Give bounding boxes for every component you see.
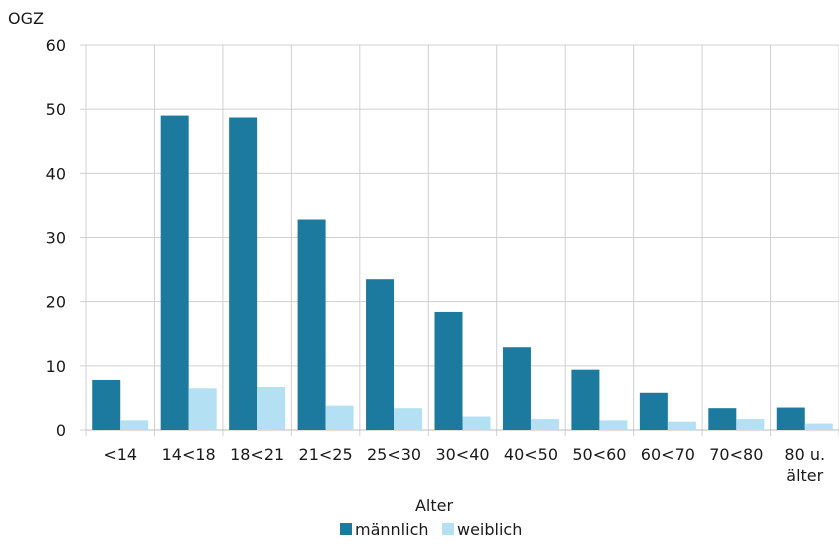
bar-weiblich (667, 421, 696, 430)
y-tick-label: 10 (46, 357, 66, 376)
x-tick-label: 60<70 (641, 445, 695, 464)
bar-weiblich (804, 423, 833, 430)
y-tick-label: 50 (46, 100, 66, 119)
bar-maennlich (708, 408, 737, 430)
y-tick-label: 60 (46, 36, 66, 55)
y-tick-label: 0 (56, 421, 66, 440)
x-axis-label: Alter (415, 496, 454, 515)
bar-weiblich (462, 416, 491, 430)
bar-maennlich (297, 219, 326, 430)
bar-maennlich (366, 279, 395, 430)
legend: männlich weiblich (340, 520, 522, 539)
legend-label: männlich (355, 520, 429, 539)
y-tick-label: 30 (46, 229, 66, 248)
bar-maennlich (229, 117, 258, 430)
bar-maennlich (160, 115, 189, 430)
x-tick-label: 14<18 (162, 445, 216, 464)
bar-maennlich (639, 392, 668, 430)
bar-weiblich (599, 420, 628, 430)
bar-weiblich (736, 419, 765, 430)
x-tick-label: 50<60 (572, 445, 626, 464)
x-tick-label: 30<40 (435, 445, 489, 464)
x-tick-label: 21<25 (299, 445, 353, 464)
legend-swatch (442, 523, 454, 535)
bar-weiblich (188, 388, 217, 430)
bar-weiblich (120, 420, 149, 430)
x-tick-label: <14 (103, 445, 137, 464)
bars (92, 115, 833, 430)
x-tick-label: 70<80 (709, 445, 763, 464)
y-tick-label: 40 (46, 164, 66, 183)
bar-maennlich (502, 347, 531, 430)
x-axis-ticks: <14 14<18 18<21 21<25 25<30 30<40 40<50 50<60 60… (103, 445, 825, 485)
x-tick-label: 40<50 (504, 445, 558, 464)
gridlines (80, 44, 839, 436)
bar-maennlich (776, 407, 805, 430)
x-tick-label: 80 u. (784, 445, 825, 464)
x-tick-label: 25<30 (367, 445, 421, 464)
y-axis-label: OGZ (8, 9, 44, 28)
y-axis-ticks: 0 10 20 30 40 50 60 (46, 36, 66, 440)
bar-maennlich (434, 311, 463, 430)
y-tick-label: 20 (46, 293, 66, 312)
x-tick-label: älter (786, 466, 823, 485)
bar-weiblich (325, 405, 354, 430)
x-tick-label: 18<21 (230, 445, 284, 464)
bar-weiblich (257, 387, 286, 430)
bar-maennlich (571, 369, 600, 430)
bar-maennlich (92, 379, 121, 430)
bar-weiblich (394, 408, 423, 430)
bar-weiblich (530, 419, 559, 430)
legend-label: weiblich (457, 520, 522, 539)
legend-swatch (340, 523, 352, 535)
